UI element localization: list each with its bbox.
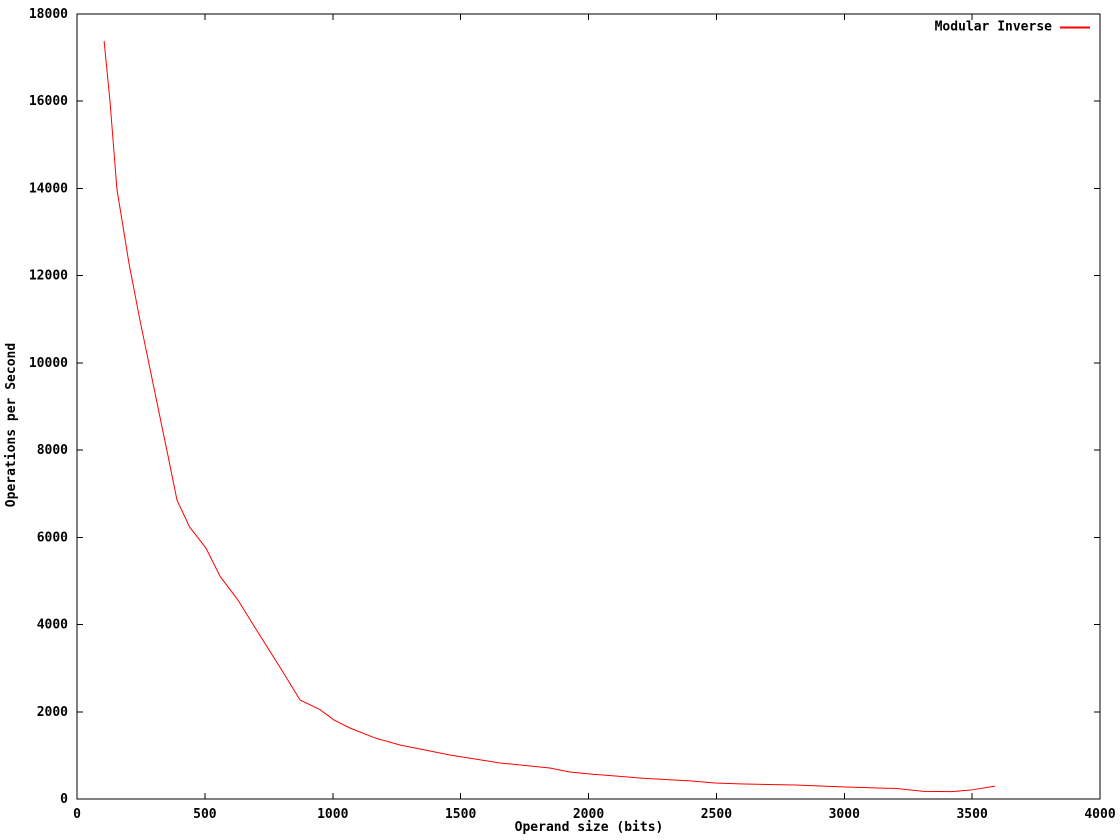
y-axis-title: Operations per Second <box>4 342 19 508</box>
x-tick-label: 4000 <box>1084 807 1115 822</box>
y-tick-label: 12000 <box>29 269 68 284</box>
y-tick-label: 6000 <box>37 530 68 545</box>
legend-line-sample-icon <box>1060 26 1090 28</box>
x-axis-title: Operand size (bits) <box>514 820 664 835</box>
x-tick-label: 3500 <box>956 807 987 822</box>
x-tick-label: 1000 <box>317 807 348 822</box>
x-tick-label: 3000 <box>829 807 860 822</box>
x-tick-label: 2000 <box>573 807 604 822</box>
y-tick-label: 2000 <box>37 705 68 720</box>
x-tick-label: 2500 <box>701 807 732 822</box>
legend-label: Modular Inverse <box>934 19 1052 35</box>
x-axis-ticks: 0 500 1000 1500 2000 2500 3000 3500 4000 <box>73 14 1116 822</box>
y-tick-label: 4000 <box>37 618 68 633</box>
x-tick-label: 500 <box>193 807 217 822</box>
y-axis-ticks: 0 2000 4000 6000 8000 10000 12000 14000 16000 180… <box>29 7 1100 807</box>
y-tick-label: 18000 <box>29 7 68 22</box>
y-tick-label: 16000 <box>29 94 68 109</box>
x-tick-label: 1500 <box>445 807 476 822</box>
y-tick-label: 8000 <box>37 443 68 458</box>
y-tick-label: 14000 <box>29 181 68 196</box>
y-tick-label: 0 <box>60 792 68 807</box>
legend: Modular Inverse <box>935 20 1090 35</box>
y-tick-label: 10000 <box>29 356 68 371</box>
plot-frame <box>76 13 1101 800</box>
data-line <box>103 40 995 793</box>
x-tick-label: 0 <box>73 807 81 822</box>
